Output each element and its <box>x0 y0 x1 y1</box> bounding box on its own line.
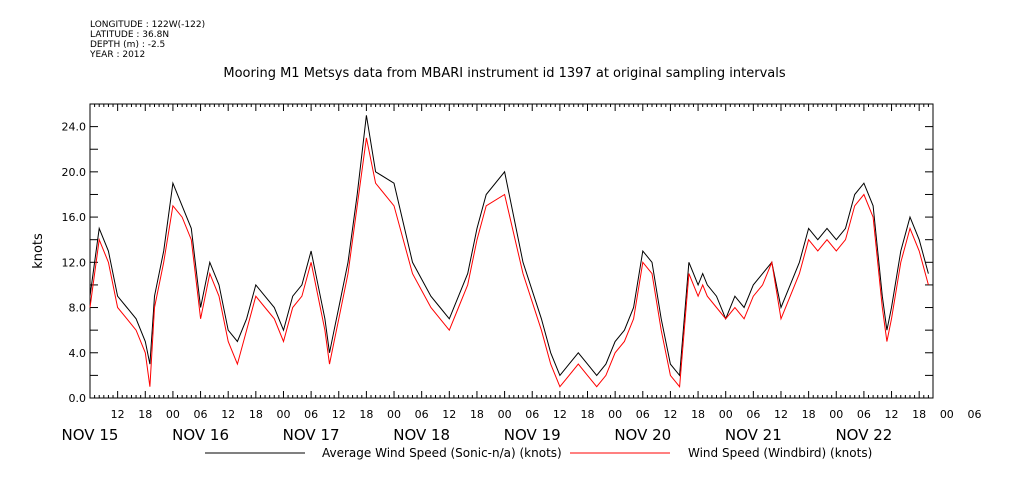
y-tick-label: 4.0 <box>69 347 87 360</box>
x-tick-label: 12 <box>885 408 899 421</box>
legend-label-average-wind: Average Wind Speed (Sonic-n/a) (knots) <box>322 446 562 460</box>
y-tick-label: 16.0 <box>62 211 87 224</box>
series-windbird-line <box>89 137 929 388</box>
x-tick-label: 12 <box>774 408 788 421</box>
day-label: NOV 15 <box>62 426 119 444</box>
legend-label-windbird: Wind Speed (Windbird) (knots) <box>688 446 873 460</box>
x-tick-label: 00 <box>276 408 290 421</box>
x-tick-label: 12 <box>111 408 125 421</box>
y-axis-label: knots <box>31 233 46 269</box>
x-tick-label: 00 <box>608 408 622 421</box>
x-tick-label: 18 <box>249 408 263 421</box>
day-label: NOV 17 <box>283 426 340 444</box>
x-tick-label: 12 <box>553 408 567 421</box>
y-tick-label: 8.0 <box>69 302 87 315</box>
x-tick-label: 06 <box>967 408 981 421</box>
day-label: NOV 19 <box>504 426 561 444</box>
y-tick-label: 20.0 <box>62 166 87 179</box>
latitude-label: LATITUDE : 36.8N <box>90 30 170 40</box>
x-tick-label: 06 <box>525 408 539 421</box>
depth-label: DEPTH (m) : -2.5 <box>90 40 166 50</box>
x-tick-label: 00 <box>829 408 843 421</box>
day-label: NOV 18 <box>393 426 450 444</box>
x-tick-label: 18 <box>802 408 816 421</box>
year-label: YEAR : 2012 <box>90 50 146 60</box>
chart-title: Mooring M1 Metsys data from MBARI instru… <box>223 66 786 81</box>
x-tick-label: 06 <box>636 408 650 421</box>
x-tick-label: 12 <box>221 408 235 421</box>
x-tick-label: 06 <box>857 408 871 421</box>
x-tick-label: 18 <box>581 408 595 421</box>
x-tick-label: 12 <box>663 408 677 421</box>
plot-frame <box>89 103 934 399</box>
x-tick-label: 00 <box>166 408 180 421</box>
x-tick-label: 12 <box>442 408 456 421</box>
x-tick-label: 18 <box>912 408 926 421</box>
y-tick-label: 12.0 <box>62 256 87 269</box>
x-tick-label: 18 <box>470 408 484 421</box>
x-tick-label: 18 <box>691 408 705 421</box>
longitude-label: LONGITUDE : 122W(-122) <box>90 20 206 30</box>
x-tick-label: 18 <box>138 408 152 421</box>
y-tick-label: 0.0 <box>69 392 87 405</box>
x-tick-label: 06 <box>746 408 760 421</box>
metadata-block: LONGITUDE : 122W(-122) LATITUDE : 36.8N … <box>90 20 205 60</box>
x-tick-label: 06 <box>194 408 208 421</box>
x-tick-label: 00 <box>719 408 733 421</box>
day-label: NOV 16 <box>172 426 229 444</box>
x-tick-label: 18 <box>359 408 373 421</box>
x-tick-label: 06 <box>304 408 318 421</box>
x-tick-label: 00 <box>387 408 401 421</box>
series-average-wind-line <box>89 115 929 377</box>
day-label: NOV 21 <box>725 426 782 444</box>
y-tick-label: 24.0 <box>62 121 87 134</box>
x-tick-label: 06 <box>415 408 429 421</box>
x-tick-label: 00 <box>498 408 512 421</box>
day-label: NOV 22 <box>835 426 892 444</box>
day-label: NOV 20 <box>614 426 671 444</box>
x-tick-label: 12 <box>332 408 346 421</box>
x-tick-label: 00 <box>940 408 954 421</box>
